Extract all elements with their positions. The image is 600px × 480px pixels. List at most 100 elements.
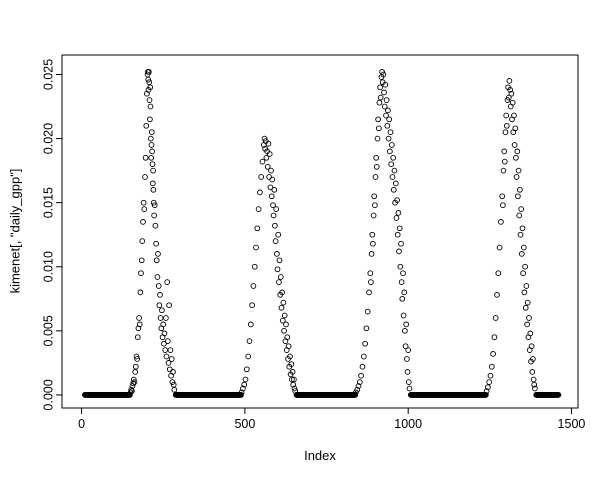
y-axis: 0.000 0.005 0.010 0.015 0.020 0.025 <box>41 59 62 411</box>
data-point <box>530 356 536 362</box>
data-point <box>403 321 410 328</box>
data-point <box>507 87 513 93</box>
data-point <box>393 215 400 221</box>
data-point <box>502 129 509 136</box>
data-point <box>362 340 368 347</box>
data-point <box>518 206 525 212</box>
data-point <box>385 135 392 142</box>
data-point <box>238 392 244 398</box>
data-point <box>156 302 163 309</box>
data-point <box>167 347 174 353</box>
data-point <box>130 380 137 387</box>
data-point <box>404 356 410 362</box>
data-point <box>161 340 167 347</box>
data-point <box>145 76 152 83</box>
data-point <box>364 308 371 315</box>
data-point <box>162 347 169 353</box>
data-point <box>146 79 153 86</box>
data-point <box>377 84 383 91</box>
data-point <box>521 289 528 296</box>
data-point <box>146 97 153 103</box>
data-point <box>278 304 285 311</box>
data-point <box>405 347 412 353</box>
data-point <box>373 163 380 170</box>
data-point <box>249 302 255 309</box>
data-point <box>165 360 172 366</box>
data-point <box>140 219 146 225</box>
data-point <box>142 154 149 161</box>
data-point <box>137 289 144 296</box>
data-point <box>132 363 139 370</box>
data-point <box>386 116 393 123</box>
data-point <box>524 321 530 328</box>
data-point <box>492 315 499 321</box>
data-point <box>383 97 390 103</box>
data-point <box>367 270 374 277</box>
data-point <box>136 321 143 328</box>
data-point <box>509 99 516 106</box>
data-point <box>499 193 506 200</box>
data-point <box>520 244 527 251</box>
data-point <box>488 363 495 370</box>
data-point <box>270 202 276 209</box>
data-point <box>149 161 156 168</box>
data-point <box>170 369 176 375</box>
data-point <box>406 385 413 392</box>
data-point <box>377 94 384 101</box>
data-point <box>276 257 283 264</box>
data-point <box>382 81 389 88</box>
data-point <box>355 383 362 389</box>
data-point <box>279 317 286 324</box>
data-point <box>494 292 500 298</box>
data-point <box>149 180 156 187</box>
data-point <box>374 135 381 142</box>
data-point <box>141 206 148 212</box>
data-point <box>555 392 562 398</box>
data-point <box>254 225 261 232</box>
data-point <box>149 148 155 155</box>
data-point <box>171 386 178 393</box>
data-point <box>500 167 507 174</box>
data-point <box>390 154 397 161</box>
data-point <box>135 325 142 332</box>
data-point <box>155 283 162 289</box>
data-point <box>398 279 405 285</box>
data-point <box>360 353 367 360</box>
data-point <box>528 343 535 350</box>
data-point <box>368 251 375 257</box>
y-tick-label: 0.025 <box>41 59 55 90</box>
data-point <box>366 289 372 296</box>
x-tick-label: 1500 <box>558 417 586 431</box>
data-point <box>404 369 411 375</box>
y-axis-title: kimenet[, "daily_gpp"] <box>7 168 23 294</box>
data-point <box>515 193 521 200</box>
data-point <box>168 356 175 362</box>
data-point <box>376 99 383 106</box>
data-point <box>397 263 404 270</box>
data-point <box>354 386 361 393</box>
data-point <box>245 353 252 360</box>
data-point <box>131 379 138 385</box>
data-point <box>242 376 249 383</box>
data-point <box>150 167 156 174</box>
data-point <box>388 142 395 148</box>
data-point <box>287 353 293 360</box>
data-point <box>147 135 154 142</box>
data-point <box>398 240 404 247</box>
data-point <box>238 389 245 396</box>
y-tick-label: 0.010 <box>41 251 55 282</box>
data-point <box>381 103 388 110</box>
data-point <box>241 381 248 388</box>
data-point <box>522 263 528 270</box>
data-point <box>483 392 489 398</box>
data-point <box>277 274 284 280</box>
data-point <box>150 199 157 206</box>
y-tick-label: 0.015 <box>41 187 55 218</box>
data-point <box>522 304 529 311</box>
data-point <box>385 107 391 114</box>
data-point <box>151 202 158 209</box>
data-point <box>381 89 387 96</box>
data-point <box>148 142 155 148</box>
data-point <box>498 219 504 225</box>
